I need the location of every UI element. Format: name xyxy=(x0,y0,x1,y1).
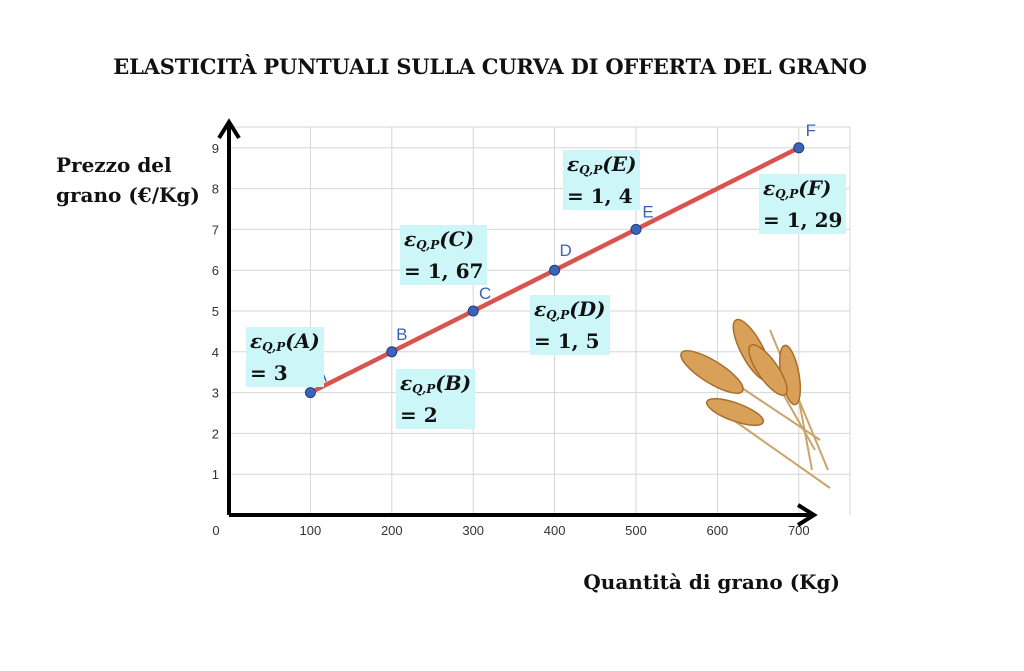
wheat-ear xyxy=(748,344,788,396)
origin-label: 0 xyxy=(212,523,219,538)
tick-labels: 100 200 300 400 500 600 700 1 2 3 4 5 6 7 8 9 0 xyxy=(212,141,810,538)
data-point-e xyxy=(630,223,642,235)
subscript: Q,P xyxy=(262,340,286,354)
supply-curve-line xyxy=(308,145,802,395)
subscript: Q,P xyxy=(579,163,603,177)
point-name-d: D xyxy=(559,241,571,260)
point-argument: (E) xyxy=(602,152,637,176)
elasticity-label-c: εQ,P(C) = 1, 67 xyxy=(400,225,488,285)
y-tick-label: 6 xyxy=(212,263,219,278)
x-tick-label: 600 xyxy=(707,523,729,538)
subscript: Q,P xyxy=(546,308,570,322)
elasticity-label-d: εQ,P(D) = 1, 5 xyxy=(530,295,610,355)
epsilon: ε xyxy=(534,297,547,321)
elasticity-label-a: εQ,P(A) = 3 xyxy=(246,327,324,387)
y-axis-label-line-2: grano (€/Kg) xyxy=(56,183,200,207)
subscript: Q,P xyxy=(775,187,799,201)
data-point-b xyxy=(386,346,398,358)
axes xyxy=(217,118,818,527)
subscript: Q,P xyxy=(412,382,436,396)
data-point-c xyxy=(467,305,479,317)
epsilon: ε xyxy=(250,329,263,353)
point-name-b: B xyxy=(396,325,407,344)
y-axis-arrow xyxy=(217,118,241,140)
x-tick-label: 400 xyxy=(544,523,566,538)
elasticity-symbol: εQ,P(D) xyxy=(534,296,606,328)
elasticity-symbol: εQ,P(E) xyxy=(567,151,636,183)
x-tick-label: 100 xyxy=(300,523,322,538)
elasticity-value: = 2 xyxy=(400,403,438,427)
x-tick-label: 700 xyxy=(788,523,810,538)
y-axis-label: Prezzo del grano (€/Kg) xyxy=(56,150,226,210)
point-argument: (D) xyxy=(569,297,606,321)
elasticity-symbol: εQ,P(F) xyxy=(763,175,842,207)
y-tick-label: 4 xyxy=(212,345,219,360)
y-tick-label: 5 xyxy=(212,304,219,319)
epsilon: ε xyxy=(404,227,417,251)
point-name-c: C xyxy=(479,284,491,303)
point-name-e: E xyxy=(642,202,653,221)
data-point-f xyxy=(793,142,805,154)
elasticity-value: = 1, 29 xyxy=(763,208,843,232)
chart-title: ELASTICITÀ PUNTUALI SULLA CURVA DI OFFER… xyxy=(113,54,867,79)
elasticity-symbol: εQ,P(C) xyxy=(404,226,483,258)
wheat-ear xyxy=(680,350,744,394)
y-axis-label-line-1: Prezzo del xyxy=(56,153,172,177)
point-argument: (C) xyxy=(439,227,475,251)
point-argument: (F) xyxy=(798,176,832,200)
x-axis-label: Quantità di grano (Kg) xyxy=(583,570,840,594)
elasticity-symbol: εQ,P(A) xyxy=(250,328,320,360)
data-point-a xyxy=(304,387,316,399)
x-tick-label: 200 xyxy=(381,523,403,538)
wheat-ear xyxy=(705,397,765,427)
x-axis-arrow xyxy=(796,503,818,527)
y-tick-label: 9 xyxy=(212,141,219,156)
y-tick-label: 8 xyxy=(212,182,219,197)
data-point-d xyxy=(549,264,561,276)
elasticity-symbol: εQ,P(B) xyxy=(400,370,471,402)
elasticity-label-e: εQ,P(E) = 1, 4 xyxy=(563,150,641,210)
subscript: Q,P xyxy=(416,238,440,252)
point-argument: (A) xyxy=(285,329,320,353)
epsilon: ε xyxy=(400,371,413,395)
elasticity-value: = 1, 4 xyxy=(567,184,633,208)
point-argument: (B) xyxy=(435,371,472,395)
epsilon: ε xyxy=(763,176,776,200)
point-name-f: F xyxy=(806,121,816,140)
y-tick-label: 2 xyxy=(212,426,219,441)
wheat-icon xyxy=(680,318,831,489)
x-tick-label: 300 xyxy=(462,523,484,538)
elasticity-value: = 3 xyxy=(250,361,288,385)
y-tick-label: 1 xyxy=(212,467,219,482)
x-tick-label: 500 xyxy=(625,523,647,538)
epsilon: ε xyxy=(567,152,580,176)
series: ABCDEF xyxy=(304,121,816,399)
elasticity-label-b: εQ,P(B) = 2 xyxy=(396,369,476,429)
y-tick-label: 3 xyxy=(212,386,219,401)
elasticity-value: = 1, 5 xyxy=(534,329,600,353)
elasticity-label-f: εQ,P(F) = 1, 29 xyxy=(759,174,847,234)
elasticity-value: = 1, 67 xyxy=(404,259,484,283)
y-tick-label: 7 xyxy=(212,222,219,237)
